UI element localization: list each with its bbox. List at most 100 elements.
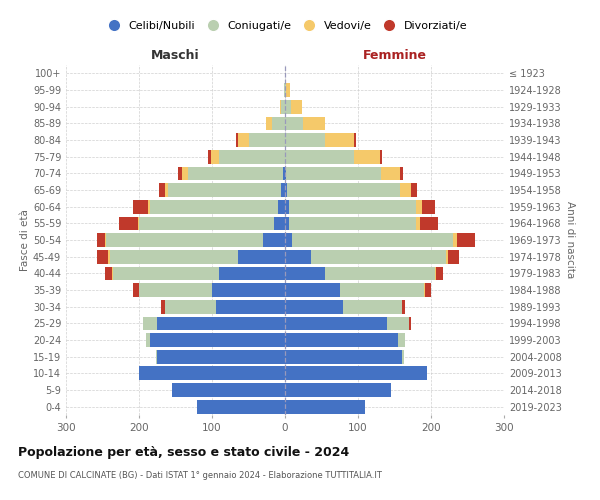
Bar [272,116,285,130]
Bar [446,250,448,264]
Text: COMUNE DI CALCINATE (BG) - Dati ISTAT 1° gennaio 2024 - Elaborazione TUTTITALIA.: COMUNE DI CALCINATE (BG) - Dati ISTAT 1°… [18,471,382,480]
Bar [137,216,139,230]
Bar [159,183,164,197]
Bar [197,400,285,413]
Bar [208,150,211,164]
Bar [164,183,168,197]
Bar [148,200,150,213]
Bar [285,333,398,347]
Bar [400,183,411,197]
Bar [156,350,157,364]
Text: Femmine: Femmine [362,48,427,62]
Bar [182,166,188,180]
Bar [285,316,387,330]
Bar [220,266,285,280]
Bar [212,283,285,297]
Bar [409,316,411,330]
Bar [109,250,110,264]
Bar [285,400,365,413]
Y-axis label: Fasce di età: Fasce di età [20,209,30,271]
Bar [285,366,427,380]
Bar [133,200,148,213]
Bar [112,266,113,280]
Bar [178,166,182,180]
Text: Maschi: Maschi [151,48,200,62]
Bar [238,133,248,147]
Bar [139,366,285,380]
Bar [104,266,112,280]
Bar [303,116,325,130]
Bar [113,266,220,280]
Bar [211,150,220,164]
Bar [157,316,285,330]
Bar [382,166,400,180]
Bar [168,183,281,197]
Bar [457,233,475,247]
Bar [425,283,431,297]
Bar [325,266,434,280]
Bar [355,133,356,147]
Bar [285,233,292,247]
Bar [291,100,302,114]
Bar [340,283,424,297]
Bar [285,83,286,97]
Bar [220,150,285,164]
Bar [139,283,212,297]
Bar [284,83,285,97]
Bar [448,250,459,264]
Bar [387,316,409,330]
Bar [285,183,287,197]
Bar [278,200,285,213]
Bar [285,166,286,180]
Bar [248,133,285,147]
Bar [400,166,403,180]
Bar [143,316,157,330]
Bar [402,300,406,314]
Bar [287,183,400,197]
Bar [146,333,150,347]
Bar [285,116,303,130]
Bar [286,83,290,97]
Bar [215,300,285,314]
Bar [285,200,289,213]
Bar [263,233,285,247]
Bar [416,216,420,230]
Bar [238,250,285,264]
Bar [285,100,291,114]
Bar [285,250,311,264]
Bar [289,200,416,213]
Bar [104,233,106,247]
Bar [325,133,355,147]
Bar [411,183,417,197]
Bar [281,183,285,197]
Bar [402,350,404,364]
Bar [289,216,416,230]
Bar [422,200,436,213]
Bar [436,266,443,280]
Bar [285,350,402,364]
Text: Popolazione per età, sesso e stato civile - 2024: Popolazione per età, sesso e stato civil… [18,446,349,459]
Bar [106,233,263,247]
Bar [150,333,285,347]
Bar [139,216,274,230]
Bar [236,133,238,147]
Bar [164,300,215,314]
Legend: Celibi/Nubili, Coniugati/e, Vedovi/e, Divorziati/e: Celibi/Nubili, Coniugati/e, Vedovi/e, Di… [98,16,472,35]
Bar [434,266,436,280]
Bar [285,300,343,314]
Bar [286,166,382,180]
Bar [188,166,283,180]
Y-axis label: Anni di nascita: Anni di nascita [565,202,575,278]
Bar [416,200,422,213]
Bar [453,233,457,247]
Bar [97,233,104,247]
Bar [172,383,285,397]
Bar [150,200,278,213]
Bar [398,333,406,347]
Bar [133,283,139,297]
Bar [285,383,391,397]
Bar [343,300,402,314]
Bar [281,100,285,114]
Bar [311,250,446,264]
Bar [97,250,109,264]
